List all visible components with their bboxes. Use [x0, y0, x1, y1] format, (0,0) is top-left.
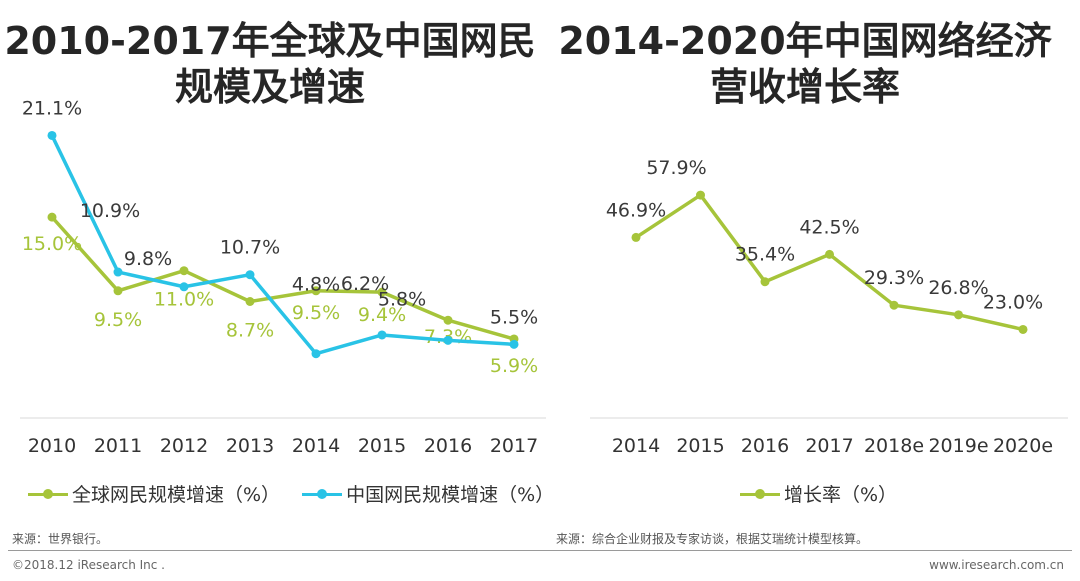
- data-point: [631, 232, 641, 242]
- data-point: [311, 286, 321, 296]
- legend-item-global: 全球网民规模增速（%）: [28, 480, 280, 507]
- legend-swatch-green: [28, 487, 68, 501]
- data-label: 35.4%: [735, 244, 795, 266]
- data-point: [179, 282, 189, 292]
- x-tick-label: 2010: [28, 435, 76, 457]
- x-tick-label: 2012: [160, 435, 208, 457]
- data-label: 23.0%: [983, 291, 1043, 313]
- footer-divider: [8, 550, 1072, 551]
- x-tick-label: 2019e: [928, 435, 988, 457]
- data-point: [509, 339, 519, 349]
- data-label: 42.5%: [799, 216, 859, 238]
- x-tick-label: 2016: [424, 435, 472, 457]
- data-point: [377, 330, 387, 340]
- x-tick-label: 2015: [676, 435, 724, 457]
- data-point: [245, 296, 255, 306]
- copyright-text: ©2018.12 iResearch Inc .: [12, 558, 165, 572]
- x-tick-label: 2018e: [864, 435, 924, 457]
- data-point: [245, 270, 255, 280]
- legend-item-growth: 增长率（%）: [740, 480, 897, 507]
- data-label: 5.5%: [490, 306, 538, 328]
- x-tick-label: 2016: [741, 435, 789, 457]
- data-point: [311, 349, 321, 359]
- data-point: [179, 266, 189, 276]
- data-label: 9.4%: [358, 304, 406, 326]
- left-source-note: 来源：世界银行。: [12, 532, 109, 546]
- data-point: [113, 286, 123, 296]
- legend-item-china: 中国网民规模增速（%）: [302, 480, 554, 507]
- x-tick-label: 2017: [805, 435, 853, 457]
- data-label: 9.8%: [124, 248, 172, 270]
- data-label: 5.8%: [378, 288, 426, 310]
- right-chart-title: 2014-2020年中国网络经济营收增长率: [558, 19, 1052, 109]
- legend-label-growth: 增长率（%）: [784, 484, 898, 506]
- data-point: [443, 315, 453, 325]
- data-label: 5.9%: [490, 355, 538, 377]
- data-label: 4.8%: [292, 274, 340, 296]
- data-point: [954, 310, 963, 320]
- data-label: 9.5%: [292, 302, 340, 324]
- x-tick-label: 2020e: [993, 435, 1053, 457]
- data-point: [113, 267, 123, 277]
- series-line-0: [50, 215, 515, 341]
- data-label: 9.5%: [94, 309, 142, 331]
- data-label: 10.9%: [80, 200, 140, 222]
- data-label: 46.9%: [606, 199, 666, 221]
- data-point: [377, 287, 387, 297]
- data-label: 8.7%: [226, 319, 274, 341]
- data-label: 15.0%: [22, 233, 82, 255]
- data-label: 26.8%: [928, 277, 988, 299]
- data-point: [47, 130, 57, 140]
- x-tick-label: 2014: [292, 435, 340, 457]
- data-point: [696, 190, 705, 200]
- data-point: [1018, 324, 1028, 334]
- left-chart-title: 2010-2017年全球及中国网民规模及增速: [4, 19, 536, 109]
- data-label: 29.3%: [864, 267, 924, 289]
- charts-canvas: 2010 2011 2012 2013 2014 2015 2016 2017 15.0% 9.5…: [20, 97, 1068, 457]
- legend-label-china: 中国网民规模增速（%）: [346, 484, 555, 506]
- left-chart-legend: 全球网民规模增速（%） 中国网民规模增速（%）: [28, 480, 576, 507]
- x-tick-label: 2011: [94, 435, 142, 457]
- data-label: 11.0%: [154, 289, 214, 311]
- data-label: 6.2%: [341, 273, 389, 295]
- x-tick-label: 2014: [612, 435, 660, 457]
- data-point: [825, 249, 834, 259]
- x-tick-label: 2013: [226, 435, 274, 457]
- website-text: www.iresearch.com.cn: [929, 558, 1064, 572]
- legend-swatch-green-right: [740, 487, 780, 501]
- data-point: [889, 300, 899, 310]
- right-source-note: 来源：综合企业财报及专家访谈，根据艾瑞统计模型核算。: [556, 532, 869, 546]
- data-point: [760, 277, 770, 287]
- data-point: [47, 212, 57, 222]
- x-tick-label: 2015: [358, 435, 406, 457]
- data-point: [443, 335, 453, 345]
- series-line-0: [635, 193, 1024, 332]
- data-label: 57.9%: [646, 157, 706, 179]
- series-line-1: [50, 134, 515, 356]
- legend-label-global: 全球网民规模增速（%）: [72, 484, 281, 506]
- x-tick-label: 2017: [490, 435, 538, 457]
- data-label: 10.7%: [220, 237, 280, 259]
- right-chart-legend: 增长率（%）: [740, 480, 919, 507]
- legend-swatch-blue: [302, 487, 343, 501]
- data-label: 21.1%: [22, 97, 82, 119]
